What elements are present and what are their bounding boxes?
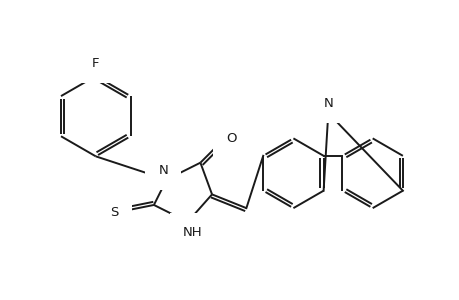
Text: O: O: [226, 132, 237, 145]
Text: N: N: [323, 97, 332, 110]
Text: S: S: [110, 206, 118, 219]
Text: F: F: [92, 57, 99, 70]
Text: NH: NH: [183, 226, 202, 239]
Text: N: N: [158, 164, 168, 177]
